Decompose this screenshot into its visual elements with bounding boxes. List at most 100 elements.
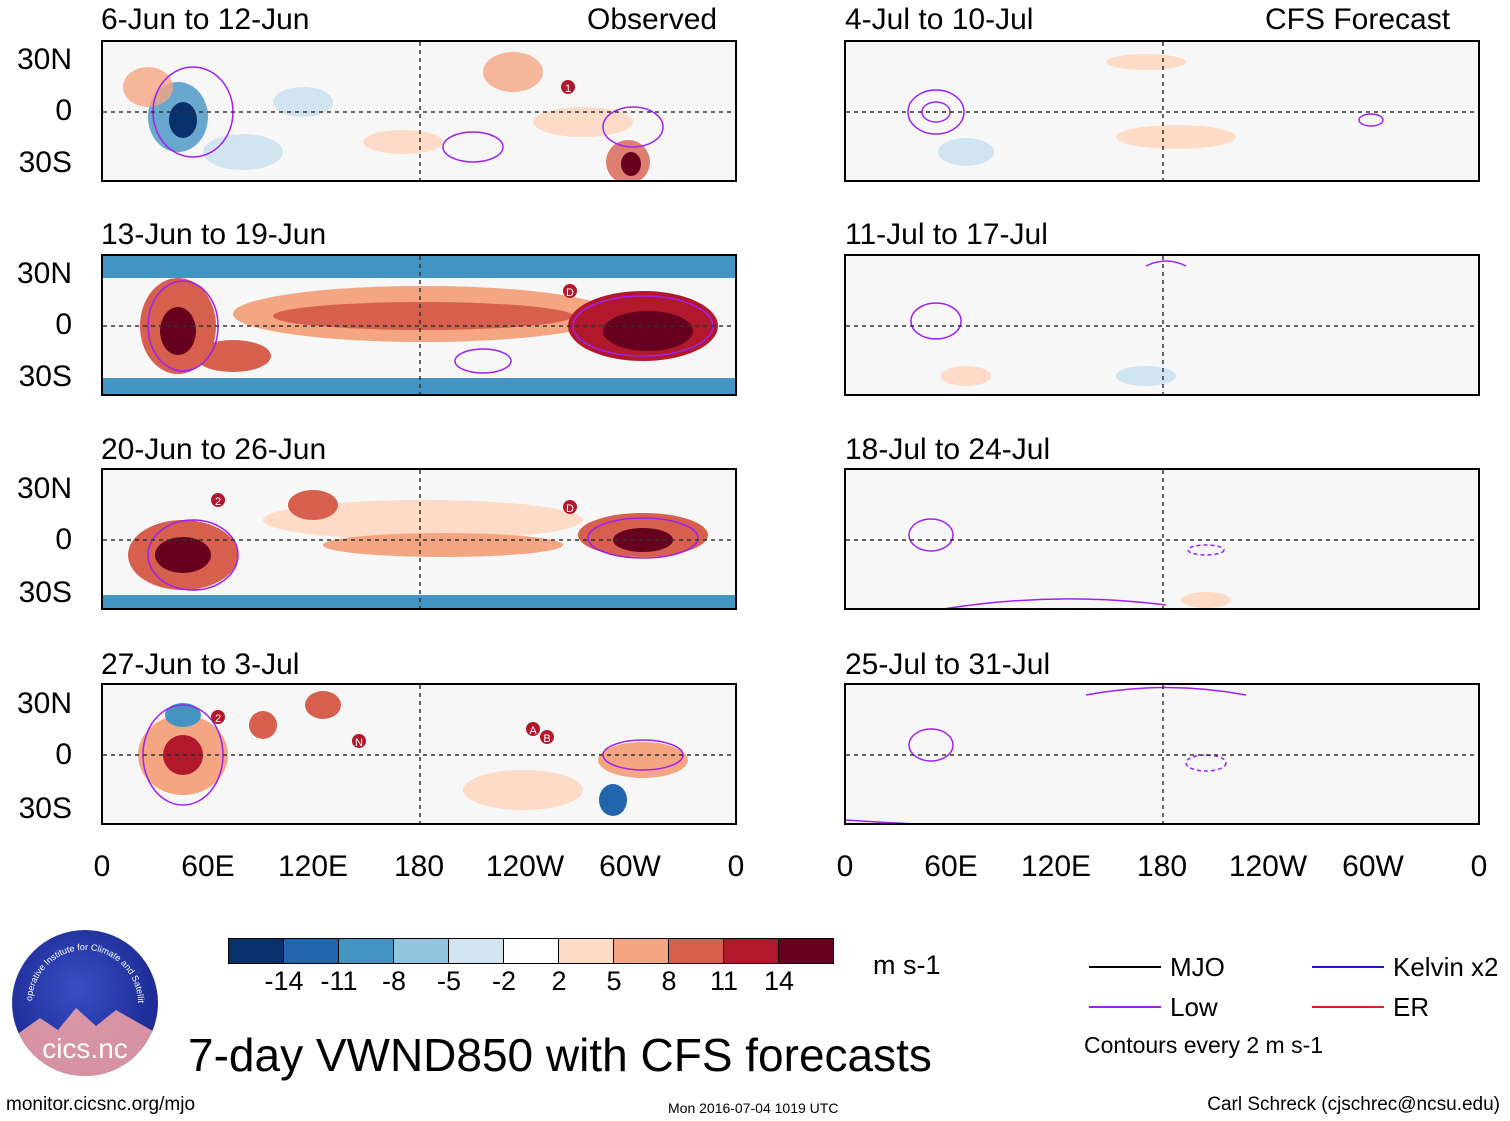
storm-marker-n: N — [355, 737, 363, 749]
lon-label-120e-right: 120E — [1020, 850, 1092, 883]
colorbar-cell-5 — [449, 939, 504, 963]
lon-label-0-end-left: 0 — [727, 850, 745, 883]
lat-label-30n-row4: 30N — [16, 687, 72, 720]
footer-url[interactable]: monitor.cicsnc.org/mjo — [6, 1094, 196, 1115]
storm-marker-2: 2 — [215, 713, 221, 725]
colorbar-label-5: 5 — [606, 966, 622, 996]
observed-panel-1-title: 6-Jun to 12-Jun — [101, 3, 310, 36]
observed-map-4: 2 N A B — [101, 683, 737, 825]
forecast-panel-3-title: 18-Jul to 24-Jul — [845, 433, 1051, 466]
cics-logo-name: cics.nc — [42, 1033, 128, 1064]
observed-panel-2-title: 13-Jun to 19-Jun — [101, 218, 327, 251]
main-title: 7-day VWND850 with CFS forecasts — [188, 1029, 932, 1081]
colorbar-cell-2 — [284, 939, 339, 963]
observed-label: Observed — [587, 3, 718, 36]
lon-label-180-right: 180 — [1136, 850, 1188, 883]
forecast-panel-2-title: 11-Jul to 17-Jul — [845, 218, 1048, 251]
observed-map-2-field: D — [103, 256, 735, 394]
cics-logo: Cooperative Institute for Climate and Sa… — [12, 930, 158, 1076]
legend-line-low — [1089, 1006, 1161, 1008]
legend-label-mjo: MJO — [1170, 952, 1225, 982]
cics-logo-art: Cooperative Institute for Climate and Sa… — [12, 930, 158, 1076]
forecast-map-2-field — [846, 256, 1478, 394]
contour-note: Contours every 2 m s-1 — [1084, 1032, 1324, 1058]
observed-map-1: 1 — [101, 40, 737, 182]
footer-timestamp: Mon 2016-07-04 1019 UTC — [668, 1100, 839, 1116]
observed-map-3-field: 2 D — [103, 470, 735, 608]
lon-label-60w-right: 60W — [1342, 850, 1404, 883]
lon-label-0-end-right: 0 — [1470, 850, 1488, 883]
observed-map-4-field: 2 N A B — [103, 685, 735, 823]
legend-label-low: Low — [1170, 992, 1218, 1022]
colorbar-cell-3 — [339, 939, 394, 963]
lat-label-0-row1: 0 — [55, 94, 72, 127]
forecast-map-3-field — [846, 470, 1478, 608]
lon-label-120w-left: 120W — [485, 850, 565, 883]
storm-marker-d: D — [566, 503, 574, 515]
legend-line-kelvin — [1312, 966, 1384, 968]
forecast-map-3 — [844, 468, 1480, 610]
colorbar-label--11: -11 — [320, 966, 358, 996]
legend-line-er — [1312, 1006, 1384, 1008]
colorbar-units: m s-1 — [873, 950, 941, 980]
forecast-panel-4-title: 25-Jul to 31-Jul — [845, 648, 1051, 681]
colorbar-cell-7 — [559, 939, 614, 963]
observed-map-3: 2 D — [101, 468, 737, 610]
forecast-map-2 — [844, 254, 1480, 396]
storm-marker-d: D — [566, 287, 574, 299]
storm-marker-b: B — [543, 733, 550, 745]
storm-marker-a: A — [529, 725, 537, 737]
lon-label-180-left: 180 — [393, 850, 445, 883]
observed-map-1-field: 1 — [103, 42, 735, 180]
colorbar-cell-6 — [504, 939, 559, 963]
forecast-map-4 — [844, 683, 1480, 825]
observed-panel-4-title: 27-Jun to 3-Jul — [101, 648, 300, 681]
forecast-label: CFS Forecast — [1265, 3, 1451, 36]
lat-label-30n-row2: 30N — [16, 257, 72, 290]
observed-panel-3-title: 20-Jun to 26-Jun — [101, 433, 327, 466]
colorbar-label--14: -14 — [264, 966, 304, 996]
colorbar-cell-8 — [614, 939, 669, 963]
cics-logo-ring-text: Cooperative Institute for Climate and Sa… — [12, 930, 146, 1004]
observed-map-2: D — [101, 254, 737, 396]
forecast-map-1-field — [846, 42, 1478, 180]
lat-label-0-row3: 0 — [55, 523, 72, 556]
colorbar-cell-9 — [669, 939, 724, 963]
footer-credit: Carl Schreck (cjschrec@ncsu.edu) — [1207, 1094, 1500, 1115]
colorbar-label--5: -5 — [436, 966, 461, 996]
lat-label-30s-row3: 30S — [18, 576, 72, 609]
storm-marker-2: 2 — [215, 496, 221, 508]
lat-label-30n-row1: 30N — [16, 43, 72, 76]
colorbar-label--2: -2 — [491, 966, 516, 996]
forecast-map-1 — [844, 40, 1480, 182]
lat-label-30s-row1: 30S — [18, 146, 72, 179]
colorbar-cell-4 — [394, 939, 449, 963]
lon-label-0-right: 0 — [836, 850, 854, 883]
lat-label-0-row2: 0 — [55, 308, 72, 341]
lon-label-120e-left: 120E — [277, 850, 349, 883]
colorbar-cell-1 — [229, 939, 284, 963]
lat-label-30n-row3: 30N — [16, 472, 72, 505]
colorbar-label-11: 11 — [709, 966, 739, 996]
forecast-panel-1-title: 4-Jul to 10-Jul — [845, 3, 1034, 36]
forecast-map-4-field — [846, 685, 1478, 823]
storm-marker-1: 1 — [565, 83, 571, 95]
colorbar-label--8: -8 — [381, 966, 406, 996]
legend-label-er: ER — [1393, 992, 1430, 1022]
lon-label-60e-right: 60E — [924, 850, 978, 883]
lon-label-0-left: 0 — [93, 850, 111, 883]
colorbar-label-8: 8 — [661, 966, 677, 996]
lat-label-0-row4: 0 — [55, 738, 72, 771]
legend-line-mjo — [1089, 966, 1161, 968]
legend-label-kelvin: Kelvin x2 — [1393, 952, 1499, 982]
colorbar-cell-10 — [724, 939, 779, 963]
lon-label-60w-left: 60W — [599, 850, 661, 883]
lat-label-30s-row2: 30S — [18, 360, 72, 393]
lon-label-120w-right: 120W — [1228, 850, 1308, 883]
lon-label-60e-left: 60E — [181, 850, 235, 883]
colorbar-label-14: 14 — [763, 966, 795, 996]
colorbar — [228, 938, 834, 964]
lat-label-30s-row4: 30S — [18, 792, 72, 825]
colorbar-label-2: 2 — [551, 966, 567, 996]
colorbar-cell-11 — [779, 939, 833, 963]
